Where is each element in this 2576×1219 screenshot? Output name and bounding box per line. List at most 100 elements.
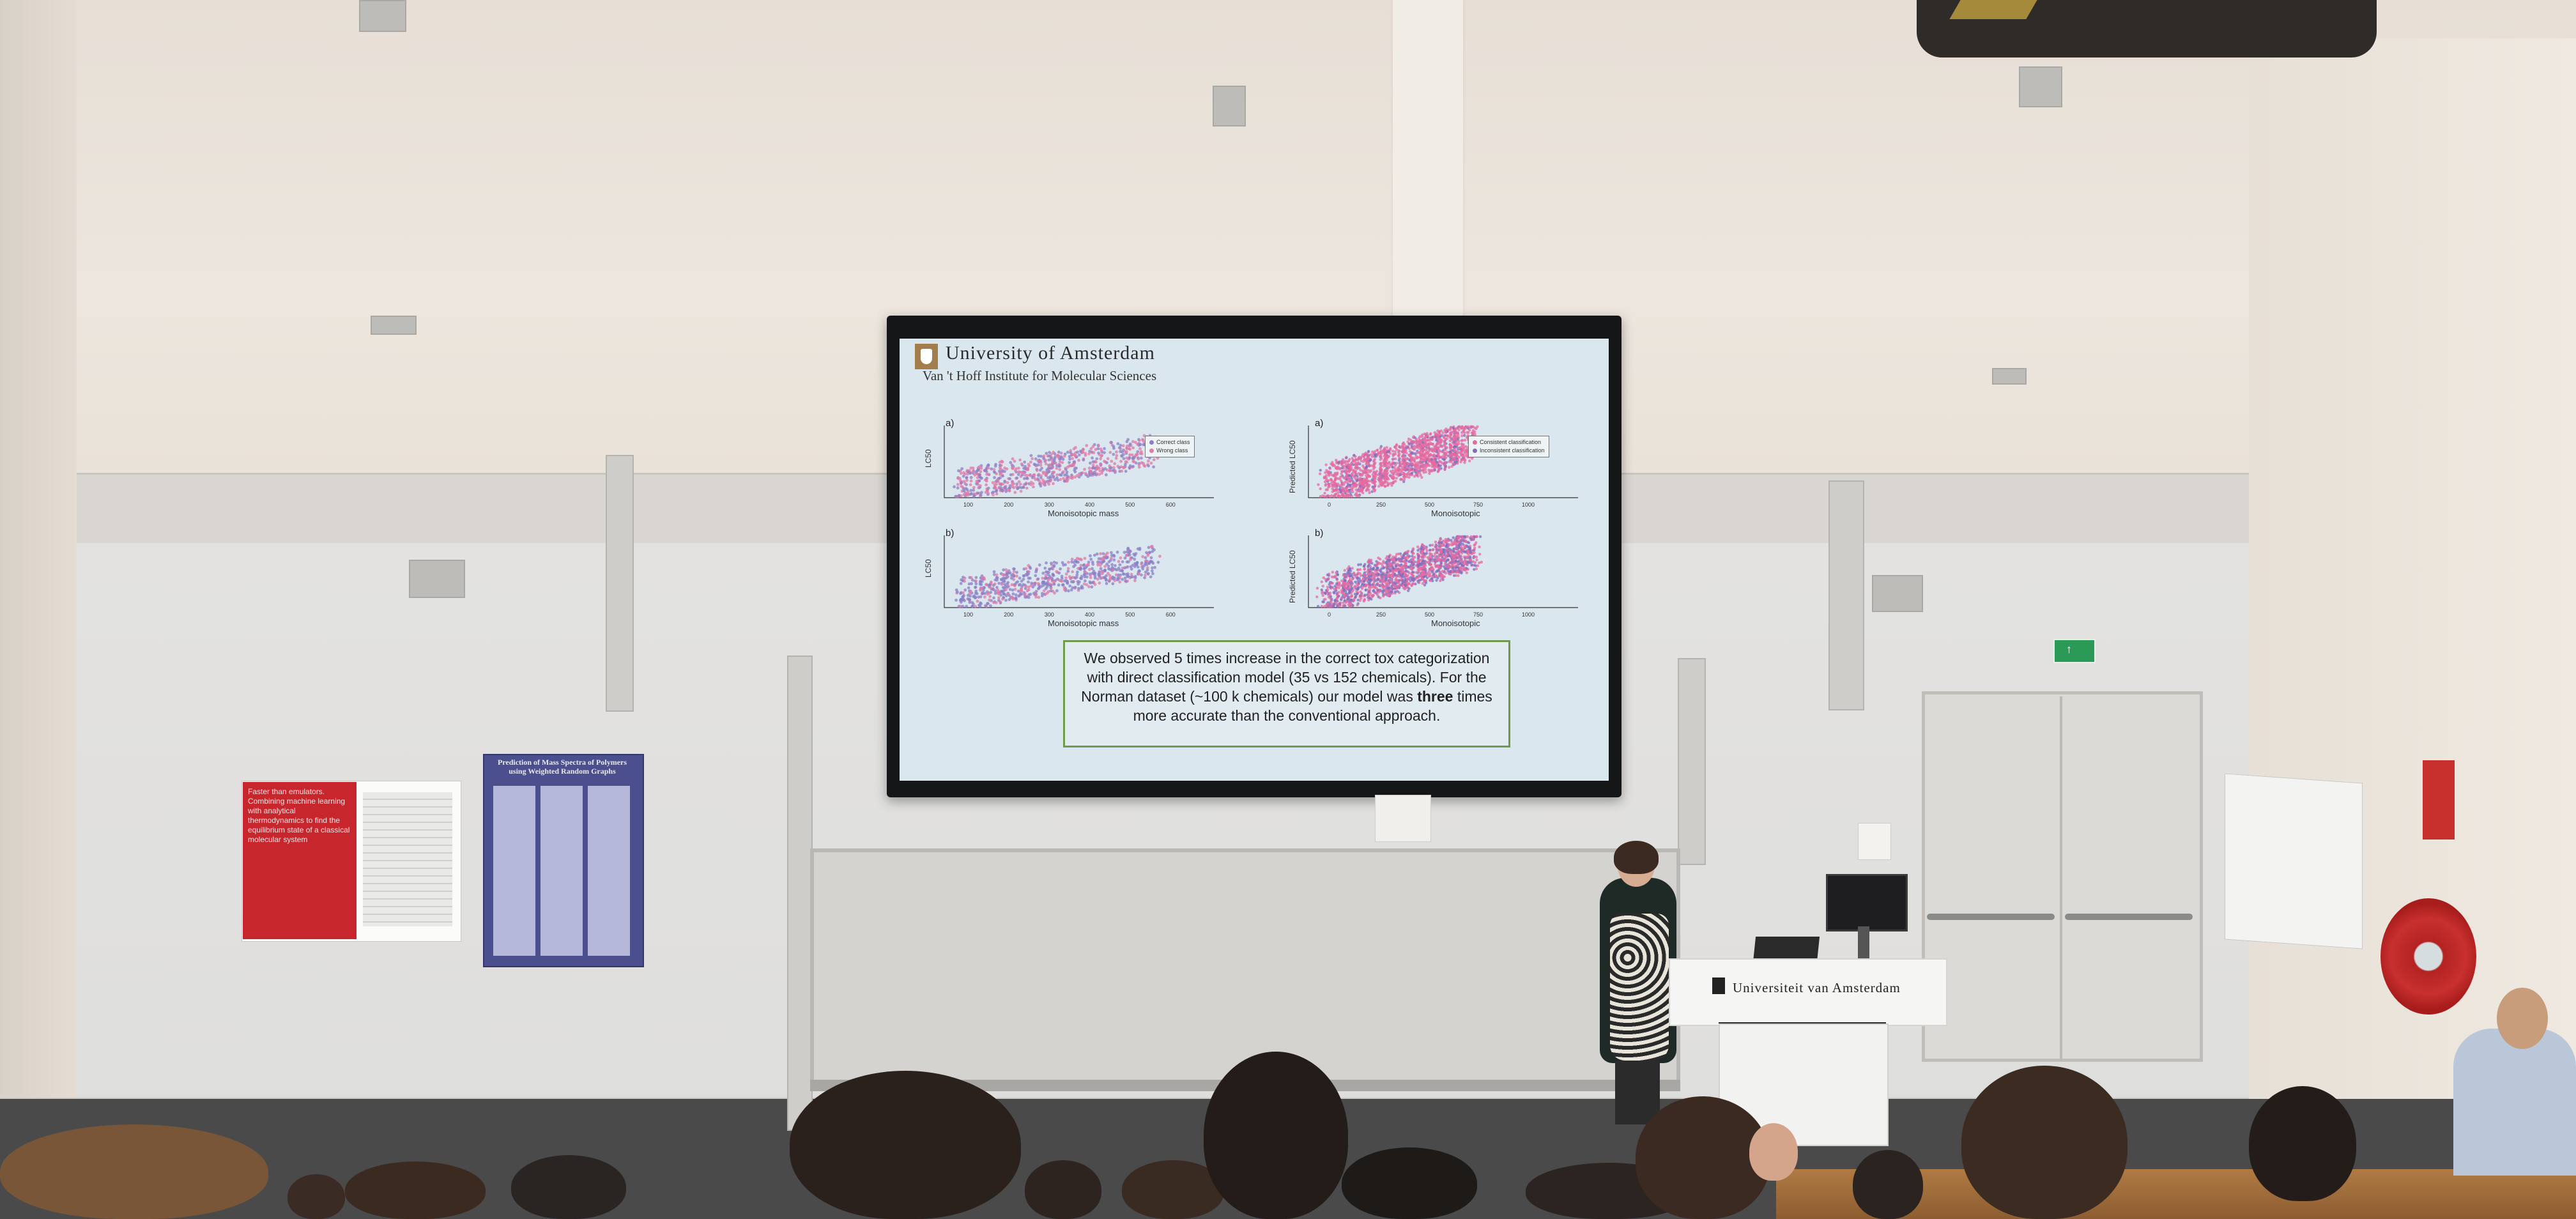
scatter-point xyxy=(1066,569,1070,573)
scatter-point xyxy=(1457,440,1460,443)
scatter-point xyxy=(1469,425,1472,429)
scatter-point xyxy=(1137,465,1141,469)
scatter-point xyxy=(1354,458,1358,461)
scatter-point xyxy=(1128,466,1131,470)
double-door[interactable] xyxy=(1922,691,2203,1062)
scatter-point xyxy=(1461,548,1465,551)
scatter-point xyxy=(1436,446,1439,450)
scatter-point xyxy=(998,463,1002,467)
scatter-point xyxy=(1010,576,1013,580)
scatter-point xyxy=(1365,476,1368,479)
scatter-point xyxy=(1348,468,1352,471)
scatter-point xyxy=(1138,548,1142,551)
scatter-point xyxy=(1137,457,1140,461)
scatter-point xyxy=(1410,560,1414,564)
scatter-point xyxy=(1407,589,1410,592)
scatter-point xyxy=(1121,444,1125,448)
scatter-point xyxy=(1409,564,1413,567)
scatter-point xyxy=(1375,470,1379,473)
scatter-point xyxy=(1099,463,1103,466)
scatter-point xyxy=(1402,460,1406,463)
scatter-point xyxy=(1416,549,1420,552)
scatter-point xyxy=(1429,433,1432,436)
board-post-left xyxy=(787,656,813,1131)
scatter-point xyxy=(1381,579,1384,582)
scatter-point xyxy=(1359,574,1363,578)
scatter-point xyxy=(1436,555,1439,558)
scatter-point xyxy=(1463,459,1466,463)
scatter-point xyxy=(1036,587,1040,590)
scatter-point xyxy=(1111,575,1115,579)
scatter-point xyxy=(1360,593,1363,596)
x-tick-label: 250 xyxy=(1376,502,1386,508)
scatter-point xyxy=(1434,540,1438,544)
scatter-point xyxy=(1087,560,1091,564)
presenter-dress xyxy=(1610,914,1669,1061)
scatter-point xyxy=(1028,576,1032,580)
scatter-point xyxy=(1022,466,1025,470)
scatter-point xyxy=(1376,594,1379,597)
scatter-point xyxy=(1010,583,1014,586)
scatter-point xyxy=(1066,450,1070,454)
scatter-point xyxy=(1361,481,1364,484)
scatter-point xyxy=(1434,563,1437,566)
scatter-point xyxy=(1419,558,1423,562)
scatter-point xyxy=(1452,543,1455,546)
scatter-point xyxy=(1399,463,1402,466)
scatter-point xyxy=(1442,543,1445,547)
scatter-point xyxy=(1390,484,1393,487)
scatter-point xyxy=(1055,589,1059,593)
scatter-point xyxy=(1060,576,1064,580)
scatter-point xyxy=(1368,597,1371,600)
scatter-point xyxy=(1452,536,1455,539)
scatter-point xyxy=(979,493,983,497)
scatter-point xyxy=(1441,461,1444,464)
x-tick-label: 400 xyxy=(1085,502,1094,508)
scatter-point xyxy=(1041,576,1045,580)
scatter-point xyxy=(1146,568,1149,572)
door-handle-right[interactable] xyxy=(2065,914,2193,920)
scatter-point xyxy=(1075,571,1079,574)
scatter-point xyxy=(1457,555,1460,558)
scatter-point xyxy=(1032,463,1036,466)
scatter-point xyxy=(991,481,995,484)
scatter-point xyxy=(1396,590,1399,593)
scatter-point xyxy=(986,590,989,594)
slide-institution: University of Amsterdam xyxy=(946,342,1155,364)
scatter-point xyxy=(1008,484,1012,487)
wall-switch[interactable] xyxy=(1858,823,1891,860)
poster-right xyxy=(2225,773,2363,949)
slide-conclusion-box: We observed 5 times increase in the corr… xyxy=(1063,640,1510,747)
scatter-point xyxy=(1392,450,1395,453)
scatter-point xyxy=(1324,597,1327,601)
scatter-point xyxy=(1332,474,1335,477)
scatter-point xyxy=(1436,569,1439,572)
scatter-point xyxy=(1469,555,1472,558)
scatter-point xyxy=(1446,558,1450,562)
scatter-point xyxy=(1458,543,1462,546)
scatter-point xyxy=(1462,434,1466,437)
scatter-point xyxy=(1039,484,1043,488)
scatter-point xyxy=(1463,438,1467,442)
scatter-point xyxy=(1414,452,1417,456)
scatter-point xyxy=(1055,476,1059,480)
scatter-point xyxy=(1332,575,1336,579)
scatter-point xyxy=(1153,565,1156,569)
scatter-point xyxy=(1107,564,1110,568)
scatter-point xyxy=(1406,440,1409,443)
scatter-point xyxy=(1133,574,1137,578)
scatter-point xyxy=(1409,456,1413,459)
scatter-point xyxy=(1097,572,1101,576)
scatter-point xyxy=(1379,458,1382,461)
scatter-point xyxy=(985,489,989,492)
scatter-point xyxy=(1031,457,1034,461)
scatter-point xyxy=(1133,456,1136,459)
scatter-point xyxy=(1390,558,1393,562)
scatter-point xyxy=(1440,540,1443,544)
door-handle-left[interactable] xyxy=(1927,914,2055,920)
scatter-point xyxy=(1374,483,1377,487)
scatter-point xyxy=(1064,468,1068,471)
scatter-point xyxy=(1018,583,1022,586)
scatter-point xyxy=(1093,571,1097,575)
scatter-point xyxy=(1404,562,1407,565)
